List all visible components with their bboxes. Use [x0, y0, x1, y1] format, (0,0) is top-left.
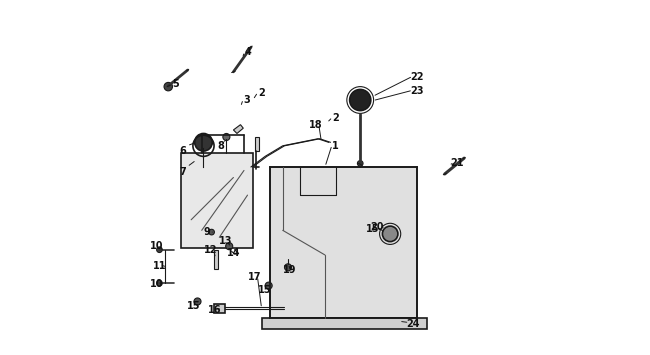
Text: 6: 6: [179, 146, 186, 156]
Text: 2: 2: [258, 88, 265, 98]
Text: 12: 12: [204, 245, 217, 255]
Text: 15: 15: [258, 285, 272, 295]
Text: 11: 11: [153, 261, 166, 271]
Text: 13: 13: [219, 236, 233, 246]
Circle shape: [226, 243, 233, 250]
Circle shape: [350, 89, 370, 110]
Text: 4: 4: [245, 48, 252, 58]
Circle shape: [265, 282, 272, 289]
Text: 7: 7: [179, 167, 186, 177]
Circle shape: [223, 133, 230, 141]
Text: 15: 15: [187, 301, 200, 311]
Text: 10: 10: [150, 279, 163, 289]
Text: 16: 16: [209, 305, 222, 315]
Text: 15: 15: [366, 224, 380, 234]
Circle shape: [194, 298, 201, 305]
Text: 20: 20: [370, 222, 384, 232]
Circle shape: [209, 229, 214, 235]
Text: 24: 24: [406, 319, 420, 329]
Text: 2: 2: [332, 113, 339, 122]
Bar: [255, 137, 259, 151]
Circle shape: [157, 280, 162, 286]
Polygon shape: [270, 167, 417, 318]
Text: 17: 17: [248, 272, 261, 282]
Bar: [214, 304, 225, 313]
Text: 10: 10: [150, 241, 163, 251]
Circle shape: [358, 160, 363, 166]
Text: 3: 3: [244, 95, 250, 105]
Text: 19: 19: [283, 265, 296, 275]
Text: 14: 14: [227, 248, 241, 258]
Polygon shape: [233, 125, 243, 133]
Text: 18: 18: [309, 120, 323, 130]
Circle shape: [382, 226, 398, 242]
Text: 21: 21: [450, 158, 464, 168]
Circle shape: [195, 133, 213, 151]
Bar: [214, 250, 218, 269]
Circle shape: [157, 247, 162, 252]
Circle shape: [164, 82, 172, 91]
Text: 8: 8: [218, 141, 224, 151]
Polygon shape: [261, 318, 427, 329]
Text: 1: 1: [332, 141, 339, 151]
Text: 9: 9: [203, 227, 211, 237]
Polygon shape: [181, 153, 253, 248]
Text: 22: 22: [410, 72, 423, 82]
Text: 23: 23: [410, 86, 423, 96]
Text: 5: 5: [172, 79, 179, 89]
Circle shape: [285, 264, 292, 271]
